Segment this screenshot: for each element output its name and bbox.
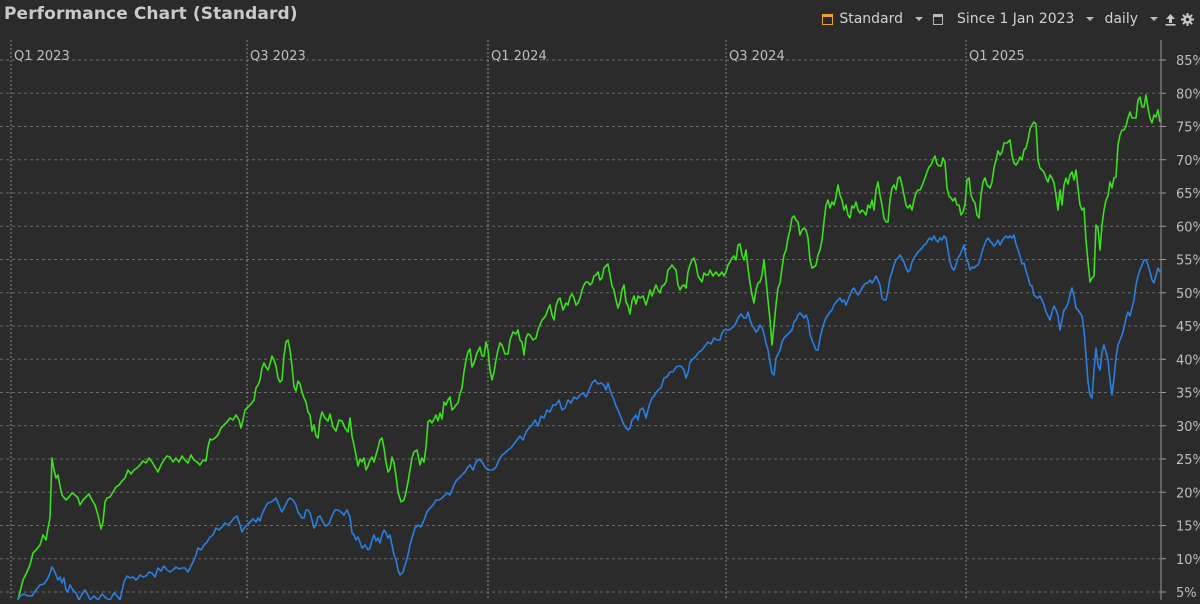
y-tick-label: 5% [1176, 586, 1197, 600]
y-tick-label: 15% [1176, 520, 1200, 535]
y-tick-label: 35% [1176, 387, 1200, 402]
chevron-down-icon[interactable] [1086, 17, 1095, 21]
horizontal-gridlines [0, 59, 1161, 593]
y-tick-label: 40% [1176, 353, 1200, 368]
page-title: Performance Chart (Standard) [4, 4, 298, 24]
series-green-line[interactable] [17, 94, 1161, 601]
y-tick-label: 45% [1176, 320, 1200, 335]
y-axis-ticks: 85% 80% 75% 70% 65% 60% 55% 50% 45% 40% 35% 30% 25% 2… [1161, 54, 1200, 601]
y-tick-label: 75% [1176, 121, 1200, 136]
series-blue-line[interactable] [17, 234, 1161, 601]
view-label: Standard [839, 11, 904, 27]
y-tick-label: 60% [1176, 220, 1200, 235]
range-label: Since 1 Jan 2023 [957, 11, 1075, 27]
interval-selector[interactable]: daily [1104, 11, 1162, 27]
range-selector[interactable]: Since 1 Jan 2023 [933, 11, 1104, 27]
performance-chart[interactable]: 85% 80% 75% 70% 65% 60% 55% 50% 45% 40% 35% 30% 25% 2… [0, 38, 1200, 604]
y-tick-label: 85% [1176, 54, 1200, 69]
y-tick-label: 10% [1176, 553, 1200, 568]
view-selector[interactable]: Standard [822, 11, 933, 27]
y-tick-label: 65% [1176, 187, 1200, 202]
calendar-icon [933, 13, 944, 25]
window-icon [822, 13, 834, 25]
x-axis-labels: Q1 2023 Q3 2023 Q1 2024 Q3 2024 Q1 2025 [14, 49, 1025, 64]
chevron-down-icon[interactable] [915, 17, 924, 21]
x-tick-label: Q1 2024 [491, 49, 547, 64]
y-tick-label: 50% [1176, 287, 1200, 302]
y-tick-label: 80% [1176, 87, 1200, 102]
gear-icon[interactable] [1181, 12, 1194, 26]
x-tick-label: Q3 2024 [729, 49, 785, 64]
interval-label: daily [1104, 11, 1138, 27]
x-tick-label: Q1 2023 [14, 49, 70, 64]
upload-icon[interactable] [1164, 13, 1177, 26]
y-tick-label: 20% [1176, 486, 1200, 501]
x-tick-label: Q3 2023 [250, 49, 306, 64]
vertical-gridlines [10, 40, 967, 600]
chevron-down-icon[interactable] [1150, 17, 1158, 21]
x-tick-label: Q1 2025 [969, 49, 1025, 64]
y-tick-label: 25% [1176, 453, 1200, 468]
chart-toolbar: Standard Since 1 Jan 2023 daily [822, 9, 1194, 29]
y-tick-label: 30% [1176, 420, 1200, 435]
y-tick-label: 70% [1176, 154, 1200, 169]
y-tick-label: 55% [1176, 254, 1200, 269]
